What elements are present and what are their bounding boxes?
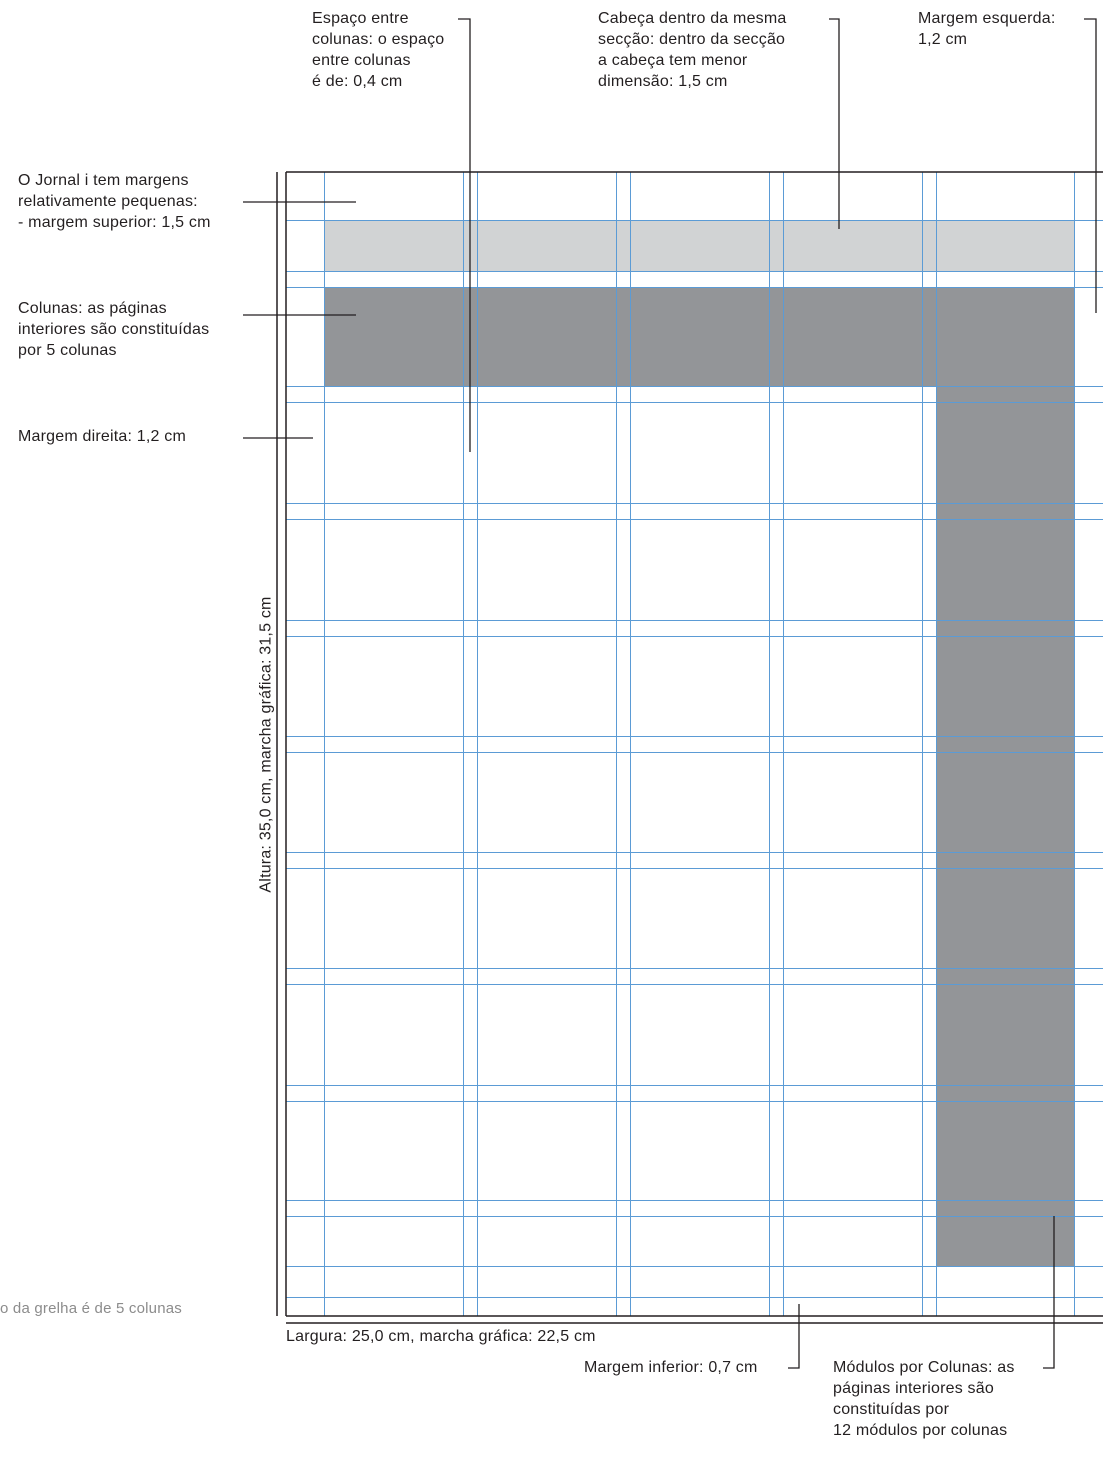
- note-line: interiores são constituídas: [18, 321, 210, 338]
- note-line: 12 módulos por colunas: [833, 1422, 1008, 1439]
- grid-guides: [286, 172, 1103, 1316]
- section-head-block: [324, 220, 1074, 271]
- note-line: Margem direita: 1,2 cm: [18, 428, 187, 445]
- modules-note: Módulos por Colunas: as páginas interior…: [833, 1357, 1015, 1441]
- note-line: Margem inferior: 0,7 cm: [584, 1359, 758, 1376]
- leader-line-head: [829, 18, 840, 229]
- leader-line-modules: [1043, 1216, 1055, 1369]
- note-line: Largura: 25,0 cm, marcha gráfica: 22,5 c…: [286, 1328, 596, 1345]
- leader-line-bottom-margin: [788, 1304, 800, 1369]
- note-line: Módulos por Colunas: as: [833, 1359, 1015, 1376]
- note-line: O Jornal i tem margens: [18, 172, 189, 189]
- note-line: colunas: o espaço: [312, 31, 445, 48]
- right-margin-note: Margem direita: 1,2 cm: [18, 426, 186, 447]
- note-line: dimensão: 1,5 cm: [598, 73, 728, 90]
- note-line: constituídas por: [833, 1401, 950, 1418]
- note-line: a cabeça tem menor: [598, 52, 748, 69]
- height-label: Altura: 35,0 cm, marcha gráfica: 31,5 cm: [257, 596, 275, 893]
- note-line: relativamente pequenas:: [18, 193, 198, 210]
- section-head-note: Cabeça dentro da mesma secção: dentro da…: [598, 8, 787, 92]
- bottom-margin-note: Margem inferior: 0,7 cm: [584, 1357, 758, 1378]
- note-line: 1,2 cm: [918, 31, 968, 48]
- leader-lines: [243, 18, 1097, 1369]
- margins-note: O Jornal i tem margens relativamente peq…: [18, 170, 211, 233]
- note-line: o da grelha é de 5 colunas: [0, 1300, 182, 1317]
- width-label: Largura: 25,0 cm, marcha gráfica: 22,5 c…: [286, 1326, 596, 1347]
- note-line: Espaço entre: [312, 10, 409, 27]
- columns-note: Colunas: as páginas interiores são const…: [18, 298, 209, 361]
- note-line: Colunas: as páginas: [18, 300, 167, 317]
- leader-line-gutter: [458, 18, 471, 452]
- note-line: por 5 colunas: [18, 342, 117, 359]
- gutter-note: Espaço entre colunas: o espaço entre col…: [312, 8, 444, 92]
- clipped-caption: o da grelha é de 5 colunas: [0, 1298, 182, 1319]
- note-line: Cabeça dentro da mesma: [598, 10, 787, 27]
- page-frame: [276, 171, 1103, 1324]
- leader-line-left-margin: [1084, 18, 1097, 313]
- note-line: - margem superior: 1,5 cm: [18, 214, 211, 231]
- note-line: páginas interiores são: [833, 1380, 994, 1397]
- note-line: é de: 0,4 cm: [312, 73, 403, 90]
- note-line: entre colunas: [312, 52, 411, 69]
- note-line: Margem esquerda:: [918, 10, 1056, 27]
- note-line: secção: dentro da secção: [598, 31, 786, 48]
- content-block: [324, 287, 1074, 1266]
- left-margin-note: Margem esquerda: 1,2 cm: [918, 8, 1056, 50]
